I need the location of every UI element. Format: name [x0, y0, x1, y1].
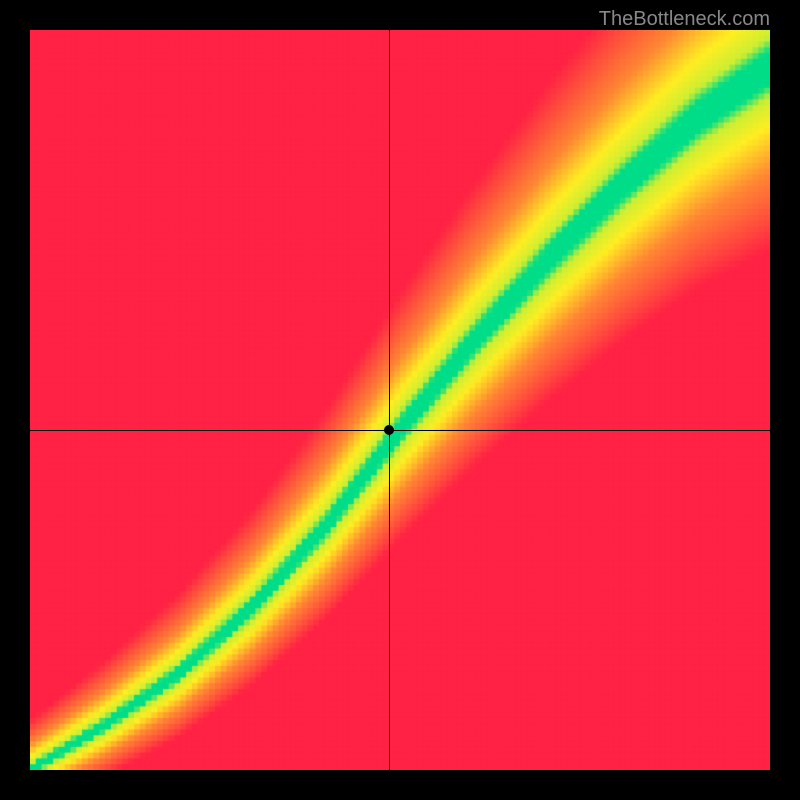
chart-container: TheBottleneck.com: [0, 0, 800, 800]
plot-area: [30, 30, 770, 770]
crosshair-vertical: [389, 30, 390, 770]
heatmap-canvas: [30, 30, 770, 770]
watermark-text: TheBottleneck.com: [599, 8, 770, 31]
data-point-marker: [384, 425, 394, 435]
crosshair-horizontal: [30, 430, 770, 431]
